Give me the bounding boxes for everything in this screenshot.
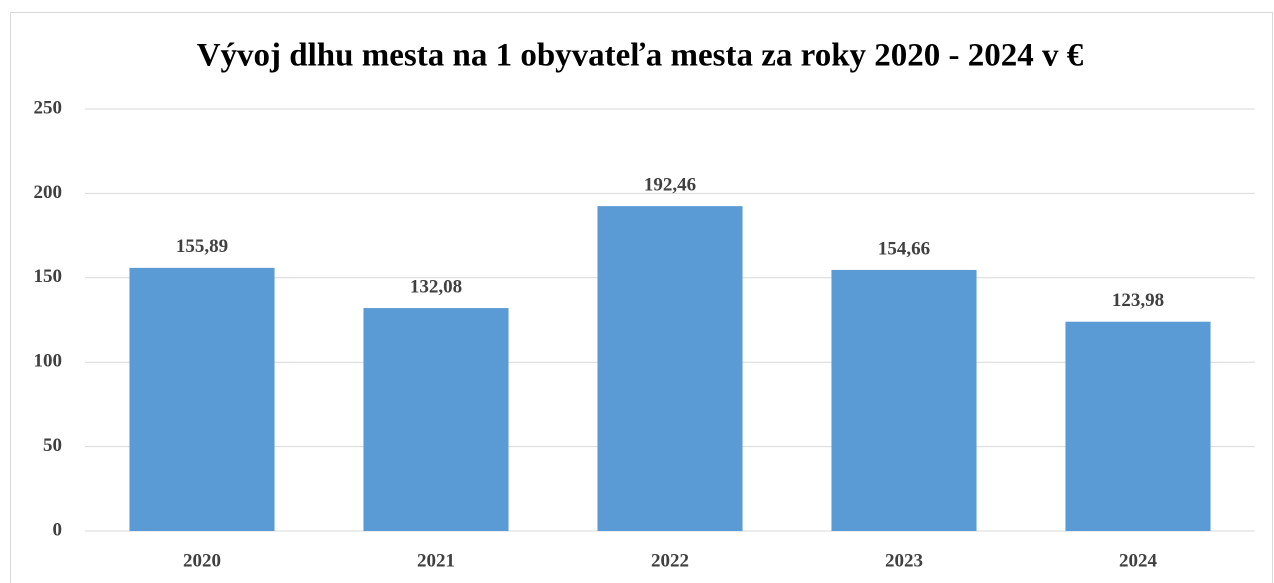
data-label: 132,08 xyxy=(410,276,462,297)
y-tick-label: 250 xyxy=(34,97,63,118)
data-label: 155,89 xyxy=(176,236,228,257)
y-tick-label: 150 xyxy=(34,266,63,287)
y-tick-label: 100 xyxy=(34,351,63,372)
data-label: 154,66 xyxy=(878,238,930,259)
bar xyxy=(129,267,275,531)
y-tick-label: 50 xyxy=(43,435,62,456)
data-label: 123,98 xyxy=(1112,290,1164,311)
x-tick-label: 2023 xyxy=(885,550,923,571)
bar xyxy=(363,308,509,531)
x-tick-label: 2024 xyxy=(1119,550,1158,571)
y-tick-label: 200 xyxy=(34,182,63,203)
x-tick-label: 2022 xyxy=(651,550,689,571)
x-tick-label: 2021 xyxy=(417,550,455,571)
bar xyxy=(597,206,743,532)
chart-title: Vývoj dlhu mesta na 1 obyvateľa mesta za… xyxy=(197,38,1084,74)
bar xyxy=(1065,321,1211,531)
data-label: 192,46 xyxy=(644,174,696,195)
bar xyxy=(831,269,977,531)
x-tick-label: 2020 xyxy=(183,550,221,571)
y-tick-label: 0 xyxy=(53,519,63,540)
